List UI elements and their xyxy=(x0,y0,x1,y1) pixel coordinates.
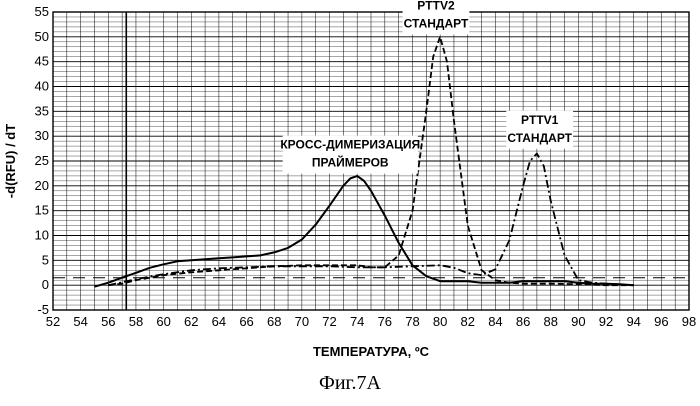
annotation-text: PTTV2 xyxy=(417,0,455,13)
annotation-1: КРОСС-ДИМЕРИЗАЦИЯ ПРАЙМЕРОВ xyxy=(280,136,420,174)
y-tick-label: 10 xyxy=(35,228,49,243)
x-tick-label: 80 xyxy=(433,314,447,329)
annotation-text: СТАНДАРТ xyxy=(404,17,469,31)
x-tick-label: 76 xyxy=(378,314,392,329)
annotation-text: PTTV1 xyxy=(521,113,559,127)
y-tick-label: 45 xyxy=(35,54,49,69)
y-tick-label: 30 xyxy=(35,128,49,143)
x-tick-label: 74 xyxy=(350,314,364,329)
x-tick-label: 86 xyxy=(516,314,530,329)
x-tick-label: 72 xyxy=(322,314,336,329)
x-tick-label: 56 xyxy=(101,314,115,329)
annotation-text: ПРАЙМЕРОВ xyxy=(312,155,389,170)
y-axis-title: -d(RFU) / dT xyxy=(3,124,18,198)
x-tick-label: 66 xyxy=(239,314,253,329)
figure-caption: Фиг.7А xyxy=(0,372,700,395)
annotation-2: PTTV2 СТАНДАРТ xyxy=(403,0,470,35)
x-tick-label: 96 xyxy=(654,314,668,329)
x-tick-label: 60 xyxy=(156,314,170,329)
y-tick-label: 50 xyxy=(35,29,49,44)
x-tick-label: 58 xyxy=(129,314,143,329)
y-tick-label: 35 xyxy=(35,103,49,118)
x-tick-label: 54 xyxy=(73,314,87,329)
x-tick-label: 90 xyxy=(571,314,585,329)
annotation-text: СТАНДАРТ xyxy=(507,131,572,145)
x-tick-label: 84 xyxy=(488,314,502,329)
series-line-1 xyxy=(95,176,634,287)
y-tick-label: 55 xyxy=(35,4,49,19)
x-tick-label: 68 xyxy=(267,314,281,329)
x-tick-label: 88 xyxy=(544,314,558,329)
x-tick-label: 70 xyxy=(295,314,309,329)
y-tick-label: 0 xyxy=(42,277,49,292)
x-tick-label: 82 xyxy=(461,314,475,329)
x-tick-label: 94 xyxy=(626,314,640,329)
x-tick-label: 78 xyxy=(405,314,419,329)
y-tick-label: 40 xyxy=(35,79,49,94)
y-tick-label: 25 xyxy=(35,153,49,168)
y-tick-label: 5 xyxy=(42,252,49,267)
annotation-text: КРОСС-ДИМЕРИЗАЦИЯ xyxy=(280,138,420,152)
y-tick-label: 20 xyxy=(35,178,49,193)
y-tick-label: -5 xyxy=(37,302,49,317)
x-tick-label: 64 xyxy=(212,314,226,329)
x-tick-label: 98 xyxy=(682,314,696,329)
y-tick-label: 15 xyxy=(35,203,49,218)
x-tick-label: 62 xyxy=(184,314,198,329)
x-tick-label: 92 xyxy=(599,314,613,329)
x-axis-title: ТЕМПЕРАТУРА, ºC xyxy=(313,344,430,359)
annotation-3: PTTV1 СТАНДАРТ xyxy=(506,111,573,149)
